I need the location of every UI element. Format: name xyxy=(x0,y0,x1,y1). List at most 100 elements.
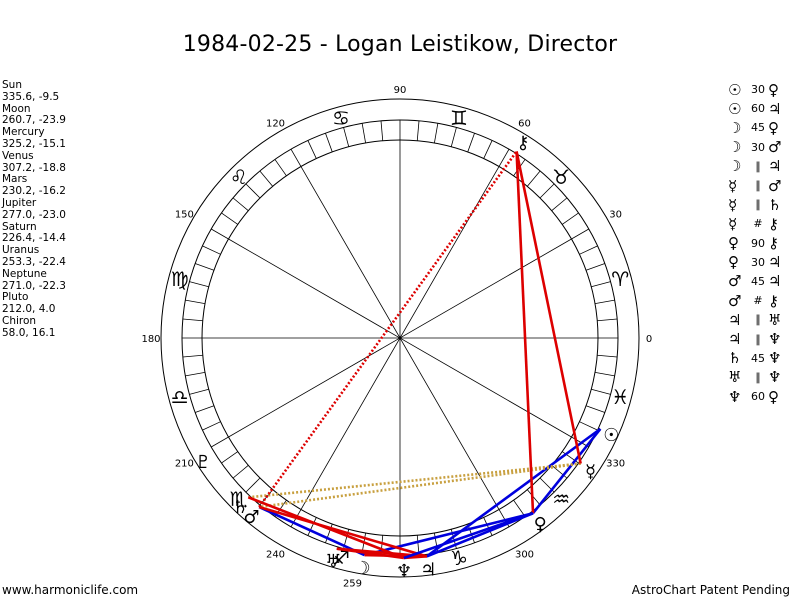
aspect-planet-2: ⚷ xyxy=(768,214,779,233)
degree-tick xyxy=(189,388,209,395)
degree-tick xyxy=(325,133,333,153)
degree-tick xyxy=(579,421,598,431)
aspect-planet-1: ☉ xyxy=(728,99,742,118)
aspect-planet-2: ♃ xyxy=(768,157,782,176)
aspect-row: ☉ 60 ♃ xyxy=(728,99,786,118)
degree-tick xyxy=(597,354,618,358)
degree-tick xyxy=(307,140,317,159)
degree-label: 90 xyxy=(394,85,407,96)
aspect-lines xyxy=(247,150,602,560)
aspect-row: ♄ 45 ♆ xyxy=(728,349,786,368)
aspect-row: ☽ 45 ♀ xyxy=(728,118,786,137)
aspect-row: ♀ 90 ⚷ xyxy=(728,234,786,253)
aspect-list: ☉ 30 ♀ ☉ 60 ♃ ☽ 45 ♀ ☽ 30 ♂ ☽ ∥ ♃ ☿ ∥ ♂ ☿ ∥ ♄ ☿ # ⚷ ♀ 90 ⚷ ♀ 30 ♃ ♂ 45 ♃… xyxy=(728,80,786,406)
planet-position-pluto: 212.0, 4.0 xyxy=(2,303,56,316)
planet-jupiter-icon: ♃ xyxy=(420,559,436,580)
degree-tick xyxy=(307,517,317,536)
aspect-planet-2: ♀ xyxy=(768,387,779,406)
footer-patent-note: AstroChart Patent Pending xyxy=(631,583,790,597)
aspect-planet-2: ♄ xyxy=(768,195,782,214)
aspect-planet-1: ♃ xyxy=(728,330,742,349)
wheel-structure: 0 30 60 90 120 150 180 210 240 259 300 330 ♈ ♉ ♊ ♋ ♌ ♍ ♎ ♏ ♐… xyxy=(141,85,652,589)
aspect-row: ☽ ∥ ♃ xyxy=(728,157,786,176)
footer-website[interactable]: www.harmoniclife.com xyxy=(2,583,139,597)
aspect-line xyxy=(403,512,534,560)
degree-label: 120 xyxy=(266,118,285,129)
aspect-planet-1: ☽ xyxy=(728,157,742,176)
degree-tick xyxy=(182,354,203,358)
aspect-row: ☿ ∥ ♂ xyxy=(728,176,786,195)
planet-name-pluto: Pluto xyxy=(2,291,29,304)
degree-tick xyxy=(579,245,598,255)
degree-tick xyxy=(561,212,579,225)
aspect-planet-2: ♆ xyxy=(768,349,782,368)
degree-tick xyxy=(232,464,249,479)
zodiac-sign-icon: ♎ xyxy=(171,385,189,409)
aspect-row: ♀ 30 ♃ xyxy=(728,253,786,272)
zodiac-sign-icon: ♍ xyxy=(171,267,189,291)
degree-tick xyxy=(433,123,439,144)
aspect-type: ∥ xyxy=(755,370,761,384)
degree-tick xyxy=(483,140,493,159)
degree-tick xyxy=(594,371,615,377)
degree-label: 300 xyxy=(515,550,534,561)
degree-tick xyxy=(526,170,541,187)
degree-tick xyxy=(189,281,209,288)
aspect-row: ♆ 60 ♀ xyxy=(728,387,786,406)
planet-sun-icon: ☉ xyxy=(603,425,619,446)
aspect-row: ♂ # ⚷ xyxy=(728,291,786,310)
degree-tick xyxy=(483,517,493,536)
aspect-line xyxy=(258,150,518,508)
degree-tick xyxy=(195,405,215,413)
planet-position-sun: 335.6, -9.5 xyxy=(2,90,60,103)
degree-label: 180 xyxy=(141,334,160,345)
aspect-type: 45 xyxy=(751,121,765,135)
degree-tick xyxy=(211,228,229,240)
degree-tick xyxy=(591,281,611,288)
planet-position-moon: 260.7, -23.9 xyxy=(2,114,66,127)
degree-label: 0 xyxy=(646,334,652,345)
degree-tick xyxy=(551,464,568,479)
zodiac-sign-icon: ♒ xyxy=(552,487,570,511)
planet-position-venus: 307.2, -18.8 xyxy=(2,161,66,174)
aspect-planet-1: ☽ xyxy=(728,118,742,137)
planet-name-neptune: Neptune xyxy=(2,267,47,280)
degree-label: 150 xyxy=(175,210,194,221)
aspect-type: 45 xyxy=(751,274,765,288)
planet-position-mercury: 325.2, -15.1 xyxy=(2,137,66,150)
aspect-type: ∥ xyxy=(755,198,761,212)
aspect-line xyxy=(426,427,602,558)
degree-tick xyxy=(274,159,287,177)
planet-mars-icon: ♂ xyxy=(243,507,259,528)
aspect-line xyxy=(258,505,428,558)
aspect-planet-1: ♂ xyxy=(728,291,742,310)
degree-tick xyxy=(585,405,605,413)
aspect-planet-1: ♀ xyxy=(728,253,739,272)
aspect-type: 60 xyxy=(751,390,765,404)
aspect-planet-2: ♂ xyxy=(768,138,782,157)
degree-tick xyxy=(571,228,589,240)
aspect-line xyxy=(515,151,535,514)
aspect-planet-2: ♃ xyxy=(768,253,782,272)
zodiac-sign-icon: ♉ xyxy=(552,165,570,189)
degree-tick xyxy=(185,299,206,305)
aspect-line xyxy=(336,547,405,560)
planet-name-chiron: Chiron xyxy=(2,314,37,327)
aspect-line xyxy=(258,505,365,557)
aspect-row: ♃ ∥ ♅ xyxy=(728,310,786,329)
degree-tick xyxy=(290,149,302,167)
planet-position-jupiter: 277.0, -23.0 xyxy=(2,208,66,221)
aspect-type: 90 xyxy=(751,236,765,250)
aspect-type: ∥ xyxy=(755,159,761,173)
aspect-planet-1: ♃ xyxy=(728,310,742,329)
aspect-planet-2: ⚷ xyxy=(768,291,779,310)
zodiac-sign-icon: ♑ xyxy=(450,546,468,570)
degree-tick xyxy=(585,263,605,271)
aspect-row: ☉ 30 ♀ xyxy=(728,80,786,99)
zodiac-sign-icon: ♐ xyxy=(332,546,350,570)
aspect-type: 45 xyxy=(751,351,765,365)
degree-tick xyxy=(202,421,221,431)
outer-ring xyxy=(160,98,640,578)
degree-tick xyxy=(211,436,229,448)
degree-label: 60 xyxy=(518,118,531,129)
